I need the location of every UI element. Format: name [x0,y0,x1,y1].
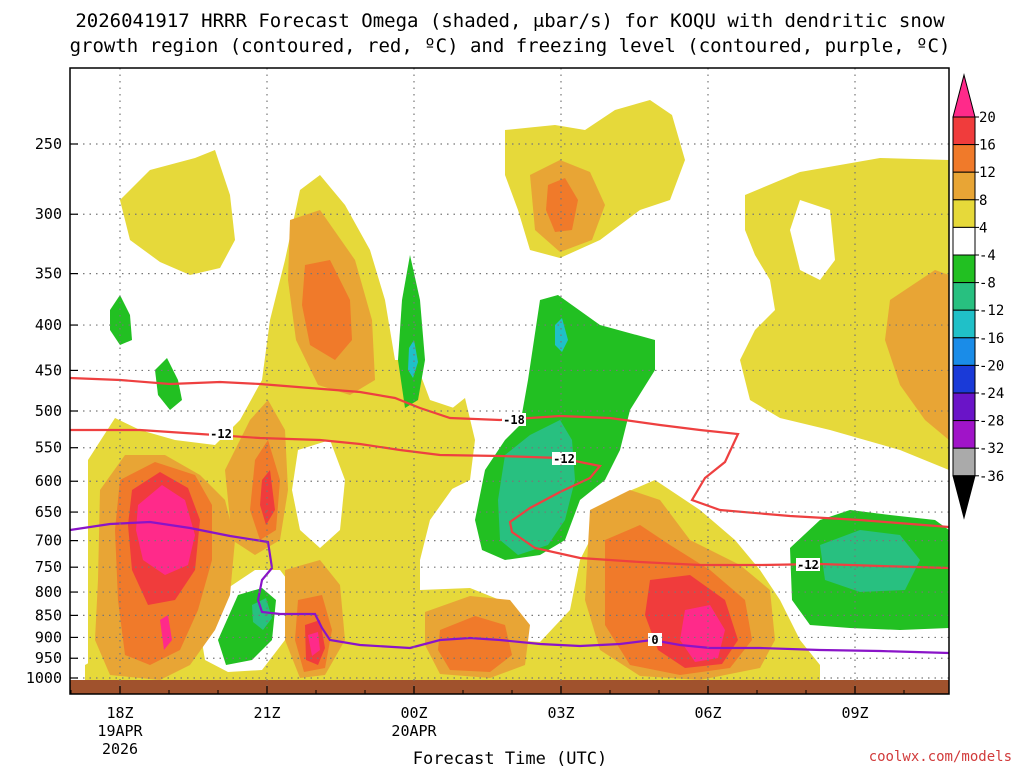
contour-labels: -12 -18 -12 -12 0 [209,413,820,647]
xtick-sub1-00Z: 20APR [391,722,437,740]
dgz-label-a: -12 [210,427,232,441]
chart-title-line1: 2026041917 HRRR Forecast Omega (shaded, … [75,10,945,32]
ground-strip [70,680,949,694]
shading-layer [70,68,949,694]
ytick-label-750: 750 [35,558,62,576]
dgz-label-b: -18 [503,413,525,427]
colorbar-label-6: -8 [979,276,996,292]
label-bg-a [209,427,233,440]
colorbar-label-8: -16 [979,331,1004,347]
y-axis-ticks: 250 300 350 400 450 500 550 600 650 700 750 800 850 9… [26,135,78,687]
grid-lines [70,68,949,694]
label-bg-c [552,452,576,465]
label-bg-b [502,413,526,426]
colorbar: 20 16 12 8 4 -4 -8 -12 -16 -20 -24 -28 -32 -36 [952,73,1004,520]
colorbar-label-2: 12 [979,165,996,181]
xtick-label-03Z: 03Z [547,704,574,722]
colorbar-label-11: -28 [979,414,1004,430]
colorbar-label-0: 20 [979,110,996,126]
colorbar-label-3: 8 [979,193,987,209]
chart-title-line2: growth region (contoured, red, ºC) and f… [70,35,951,57]
colorbar-box-12 [952,447,976,477]
omega-region-green-e [110,295,132,345]
colorbar-box-8 [952,337,976,366]
omega-hole-a [292,440,345,548]
ytick-label-450: 450 [35,361,62,379]
colorbar-label-12: -32 [979,441,1004,457]
ytick-label-950: 950 [35,649,62,667]
omega-region-yellow-b [120,150,235,275]
ytick-label-350: 350 [35,265,62,283]
omega-region-orange-b [302,260,352,360]
ytick-label-800: 800 [35,583,62,601]
ytick-label-550: 550 [35,439,62,457]
omega-region-teal-b [820,530,920,592]
colorbar-label-5: -4 [979,248,996,264]
colorbar-box-2 [952,171,976,201]
omega-region-magenta-a [136,485,195,575]
freezing-label: 0 [651,633,658,647]
colorbar-box-9 [952,364,976,394]
colorbar-label-1: 16 [979,138,996,154]
omega-region-magenta-d [160,615,172,650]
xtick-sub2-18Z: 2026 [102,740,138,758]
xtick-sub1-18Z: 19APR [97,722,143,740]
colorbar-box-7 [952,309,976,339]
ytick-label-500: 500 [35,402,62,420]
omega-hole-c [790,200,835,280]
colorbar-label-7: -12 [979,303,1004,319]
ytick-label-400: 400 [35,316,62,334]
colorbar-label-4: 4 [979,220,987,236]
x-axis-label: Forecast Time (UTC) [413,749,607,768]
colorbar-box-11 [952,420,976,449]
dgz-contour-minus12-lower [70,428,949,570]
watermark: coolwx.com/models [869,749,1012,765]
ytick-label-1000: 1000 [26,669,62,687]
xtick-label-00Z: 00Z [400,704,427,722]
dgz-contour-minus12-upper [70,376,949,529]
colorbar-label-9: -20 [979,358,1004,374]
ytick-label-850: 850 [35,606,62,624]
freezing-level-contour [70,520,949,655]
ytick-label-900: 900 [35,628,62,646]
colorbar-box-5 [952,254,976,284]
xtick-label-09Z: 09Z [841,704,868,722]
xtick-label-18Z: 18Z [106,704,133,722]
omega-region-green-c [398,255,425,408]
xtick-label-06Z: 06Z [694,704,721,722]
omega-region-orange-g [546,178,578,232]
colorbar-box-0 [952,116,976,146]
colorbar-label-13: -36 [979,469,1004,485]
ytick-label-250: 250 [35,135,62,153]
omega-region-gold-h [885,270,949,440]
colorbar-box-1 [952,144,976,173]
colorbar-box-3 [952,199,976,228]
label-bg-d [796,558,820,571]
ytick-label-700: 700 [35,532,62,550]
colorbar-label-10: -24 [979,386,1004,402]
colorbar-box-10 [952,392,976,422]
xtick-label-21Z: 21Z [253,704,280,722]
plot-frame [69,67,950,695]
colorbar-triangle-bottom [952,475,976,520]
colorbar-box-4 [952,226,976,256]
dgz-label-d: -12 [797,558,819,572]
ytick-label-650: 650 [35,503,62,521]
dgz-label-c: -12 [553,452,575,466]
label-bg-e [648,633,662,646]
colorbar-triangle-top [952,73,976,118]
colorbar-box-6 [952,282,976,311]
omega-region-cyan-b [408,340,418,378]
ytick-label-600: 600 [35,472,62,490]
ytick-label-300: 300 [35,205,62,223]
omega-region-yellow-e [442,398,475,490]
